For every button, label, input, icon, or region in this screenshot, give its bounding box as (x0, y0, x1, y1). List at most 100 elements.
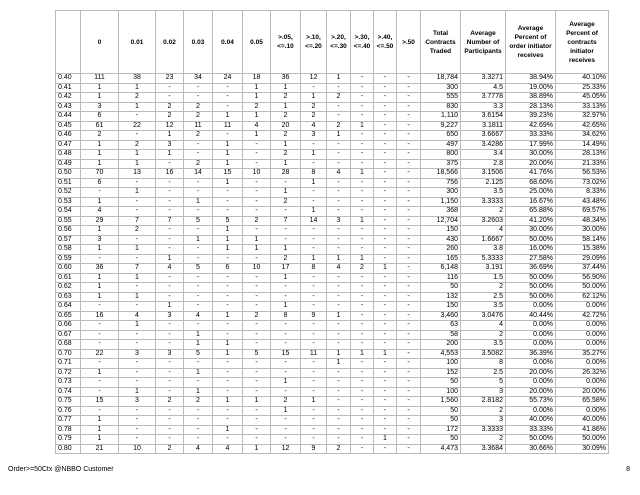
table-cell: - (396, 386, 421, 397)
table-cell: 33.13% (555, 101, 609, 112)
table-cell: 650 (420, 130, 461, 141)
table-cell: - (183, 320, 213, 331)
table-cell: 300 (420, 187, 461, 198)
table-cell: 1 (270, 272, 301, 283)
table-cell: - (183, 377, 213, 388)
table-row: 0.54 4- - - - - -1- - - -368 2 65.88% 69.57% (55, 206, 609, 217)
table-cell: 2 (155, 101, 184, 112)
table-cell: - (155, 377, 184, 388)
table-cell: 8 (300, 168, 327, 179)
table-cell: - (326, 187, 351, 198)
table-cell: - (155, 92, 184, 103)
table-cell: 1 (326, 73, 351, 84)
table-cell: 38 (118, 73, 156, 84)
table-cell: - (212, 92, 243, 103)
table-cell: - (270, 329, 301, 340)
table-cell: 5 (460, 377, 506, 388)
table-cell: 50.00% (505, 434, 556, 445)
table-cell: 2 (460, 329, 506, 340)
row-label: 0.74 (55, 386, 81, 397)
table-cell: 3.3271 (460, 73, 506, 84)
table-row: 0.73- - - - - -1- - - - -50 5 0.00% 0.00% (55, 377, 609, 388)
table-cell: 33.33% (505, 424, 556, 435)
table-cell: - (118, 177, 156, 188)
table-cell: - (155, 206, 184, 217)
table-cell: - (155, 434, 184, 445)
table-cell: - (350, 424, 374, 435)
table-cell: - (350, 225, 374, 236)
table-cell: 4 (118, 310, 156, 321)
table-cell: - (212, 329, 243, 340)
table-cell: 2 (270, 111, 301, 122)
table-cell: - (212, 196, 243, 207)
table-cell: 1 (300, 253, 327, 264)
table-cell: 1 (80, 92, 119, 103)
table-cell: 1 (242, 92, 271, 103)
table-cell: 2 (183, 396, 213, 407)
table-cell: - (326, 434, 351, 445)
table-cell: - (396, 348, 421, 359)
table-cell: - (183, 424, 213, 435)
table-row: 0.58 1 1- -1 1 1- - - - -260 3.8 16.00% 15.38% (55, 244, 609, 255)
table-cell: 29 (80, 215, 119, 226)
table-cell: 62.12% (555, 291, 609, 302)
header-row: 0 0.01 0.02 0.03 0.04 0.05 >.05, <=.10 >.10, <=… (55, 10, 609, 74)
table-cell: 1 (326, 348, 351, 359)
table-cell: 1 (80, 282, 119, 293)
table-row: 0.62 1- - - - - - - - - - -50 2 50.00% 50.00% (55, 282, 609, 293)
table-cell: - (373, 358, 397, 369)
table-cell: 132 (420, 291, 461, 302)
table-row: 0.71- - - - - - - -1- - -100 8 0.00% 0.00% (55, 358, 609, 369)
table-cell: 50 (420, 434, 461, 445)
table-cell: - (350, 82, 374, 93)
table-cell: 3,460 (420, 310, 461, 321)
table-cell: 12 (270, 443, 301, 454)
table-cell: - (350, 149, 374, 160)
table-cell: - (242, 329, 271, 340)
table-cell: - (326, 405, 351, 416)
table-cell: 58 (420, 329, 461, 340)
table-cell: - (373, 139, 397, 150)
table-cell: - (326, 320, 351, 331)
table-cell: - (183, 415, 213, 426)
table-cell: - (350, 329, 374, 340)
table-cell: 1 (373, 348, 397, 359)
table-cell: - (373, 196, 397, 207)
table-cell: 43.48% (555, 196, 609, 207)
table-cell: 1 (212, 158, 243, 169)
table-cell: - (155, 386, 184, 397)
table-cell: 1 (350, 168, 374, 179)
table-cell: - (373, 244, 397, 255)
table-cell: 11 (183, 120, 213, 131)
table-cell: 3 (326, 215, 351, 226)
table-cell: 2 (118, 139, 156, 150)
row-label: 0.57 (55, 234, 81, 245)
table-cell: 5 (183, 263, 213, 274)
table-cell: - (396, 329, 421, 340)
table-cell: 3 (118, 396, 156, 407)
table-cell: - (242, 158, 271, 169)
table-cell: 1 (212, 149, 243, 160)
table-cell: 9 (300, 443, 327, 454)
table-cell: 0.00% (505, 358, 556, 369)
table-cell: 2 (118, 225, 156, 236)
table-cell: 100 (420, 386, 461, 397)
table-cell: 3.5 (460, 339, 506, 350)
table-cell: - (118, 434, 156, 445)
table-cell: 22 (80, 348, 119, 359)
table-cell: 2.125 (460, 177, 506, 188)
table-cell: - (373, 415, 397, 426)
table-cell: 42.65% (555, 120, 609, 131)
table-cell: - (300, 405, 327, 416)
table-cell: 3 (155, 310, 184, 321)
table-cell: 33.33% (505, 130, 556, 141)
table-cell: 1 (212, 177, 243, 188)
table-cell: - (350, 73, 374, 84)
table-cell: - (155, 415, 184, 426)
table-cell: 45.05% (555, 92, 609, 103)
row-label: 0.75 (55, 396, 81, 407)
table-cell: 1 (183, 339, 213, 350)
row-label: 0.56 (55, 225, 81, 236)
table-cell: 1 (118, 187, 156, 198)
table-cell: - (326, 196, 351, 207)
